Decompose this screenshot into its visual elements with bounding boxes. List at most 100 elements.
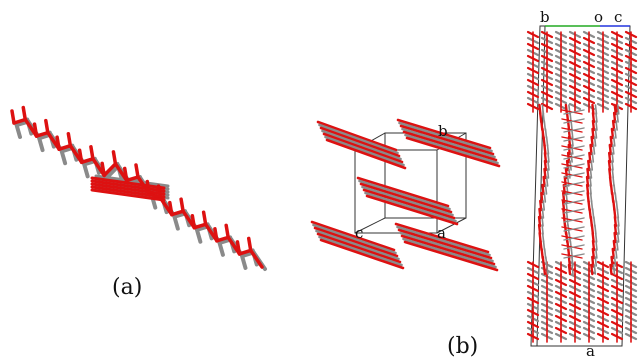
panel-label-a: (a) <box>112 275 143 300</box>
strand-bond <box>610 255 614 268</box>
stack-molecule <box>397 228 493 260</box>
core-ring <box>563 181 585 187</box>
strand-bond <box>617 224 620 235</box>
stack-molecule <box>322 132 404 164</box>
strand-bond <box>590 263 594 276</box>
branch-red <box>235 240 242 256</box>
stack-molecule <box>313 226 399 258</box>
axis-label-b-right: b <box>540 8 550 26</box>
branch-red <box>134 163 140 179</box>
axis-label-b-panel-b: b <box>438 122 448 140</box>
strand-bond <box>547 152 550 163</box>
core-ring <box>563 118 585 124</box>
strand-bond <box>544 184 548 195</box>
bond-red <box>34 130 50 138</box>
branch-red <box>224 223 230 240</box>
branch-red <box>77 148 84 165</box>
strand-bond <box>594 256 598 267</box>
core-red <box>90 179 166 193</box>
strand-bond <box>592 144 596 155</box>
strand-bond <box>546 264 549 275</box>
strand-bond <box>612 111 617 124</box>
strand-bond <box>591 127 595 140</box>
branch-red <box>21 105 28 122</box>
branch-red <box>111 150 118 166</box>
axis-label-c-panel-b: c <box>355 224 363 242</box>
strand-bond <box>612 239 617 252</box>
bond-red <box>57 143 73 151</box>
strand-bond <box>571 256 574 267</box>
strand-bond <box>589 143 593 156</box>
core-ring <box>563 226 585 232</box>
strand-bond <box>588 151 592 164</box>
core-ring <box>563 163 585 169</box>
strand-bond <box>567 263 572 276</box>
stack-molecule <box>400 234 496 266</box>
stack-molecule <box>403 240 499 272</box>
strand-bond <box>591 119 596 132</box>
core-ring <box>563 244 585 250</box>
axis-label-a-panel-b: a <box>437 224 446 242</box>
bond-red <box>237 248 253 256</box>
strand-bond <box>617 216 620 227</box>
core-ring <box>563 208 585 214</box>
strand-bond <box>614 128 617 139</box>
strand-bond <box>543 167 547 180</box>
branch-gray <box>14 121 22 139</box>
core-red <box>90 176 166 190</box>
bond-red <box>79 157 95 165</box>
strand-bond <box>616 112 619 123</box>
strand-bond <box>609 263 613 276</box>
strand-bond <box>616 104 620 115</box>
stack-molecule <box>325 138 407 170</box>
stack-molecule <box>362 188 456 220</box>
strand-bond <box>571 264 574 275</box>
branch-gray <box>36 134 45 153</box>
stack-molecule <box>319 238 405 270</box>
strand-bond <box>611 144 615 155</box>
strand-bond <box>542 200 546 211</box>
stack-molecule <box>404 133 499 165</box>
branch-red <box>168 200 174 217</box>
branch-red <box>100 161 106 178</box>
stack-molecule <box>399 231 494 263</box>
core-ring <box>563 154 585 160</box>
stack-molecule <box>399 124 495 156</box>
strand-bond <box>591 255 595 268</box>
core-ring <box>563 253 585 259</box>
core-ring <box>563 235 585 241</box>
panel-label-b: (b) <box>447 334 479 359</box>
bond-red <box>124 175 140 183</box>
strand-bond <box>595 248 598 259</box>
strand-bond <box>546 168 550 179</box>
core-red <box>90 185 166 199</box>
core-ring <box>563 127 585 133</box>
strand-bond <box>542 263 547 276</box>
strand-bond <box>590 160 594 171</box>
core-ring <box>563 172 585 178</box>
strand-bond <box>615 120 618 131</box>
strand-bond <box>547 160 550 171</box>
bond-red <box>170 209 185 217</box>
axis-label-o-right: o <box>594 8 603 26</box>
stack-molecule <box>396 225 491 257</box>
strand-bond <box>570 144 574 155</box>
branch-red <box>32 122 39 138</box>
bond-red <box>248 248 264 269</box>
strand-bond <box>609 135 613 148</box>
stack-molecule <box>396 118 492 150</box>
axis-label-c-right: c <box>614 8 622 26</box>
stack-molecule <box>318 235 403 267</box>
strand-bond <box>541 216 544 227</box>
strand-bond <box>593 136 597 147</box>
strand-bond <box>542 175 546 188</box>
strand-bond <box>541 208 545 219</box>
stack-molecule <box>356 176 450 208</box>
strand-bond <box>538 207 542 220</box>
strand-bond <box>587 159 591 172</box>
stack-molecule <box>402 237 497 269</box>
stack-molecule <box>394 222 490 254</box>
strand-bond <box>595 112 598 123</box>
core-ring <box>563 199 585 205</box>
unit-cell-view-b: b c a <box>310 118 501 272</box>
